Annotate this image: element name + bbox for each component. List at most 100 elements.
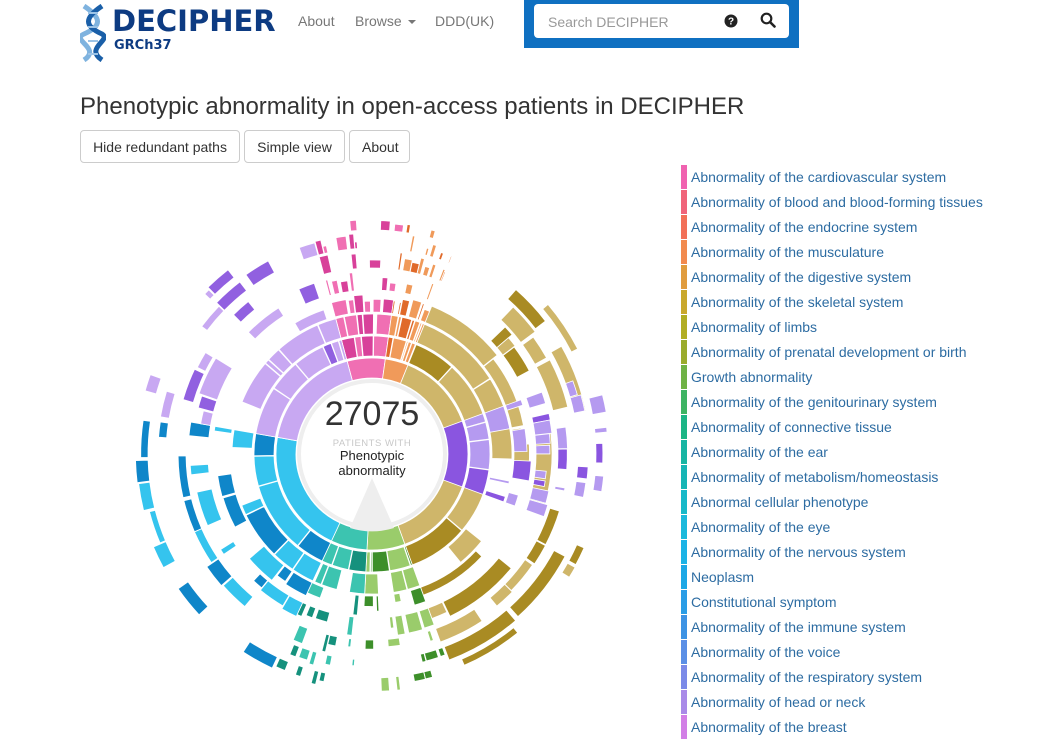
sunburst-segment[interactable] <box>198 357 233 401</box>
sunburst-segment[interactable] <box>241 497 265 516</box>
sunburst-segment[interactable] <box>500 306 536 344</box>
sunburst-segment[interactable] <box>404 342 416 364</box>
legend-link[interactable]: Abnormality of the ear <box>691 444 828 460</box>
sunburst-segment[interactable] <box>362 313 374 335</box>
sunburst-segment[interactable] <box>335 316 349 339</box>
legend-link[interactable]: Neoplasm <box>691 569 755 585</box>
sunburst-segment[interactable] <box>422 265 431 277</box>
sunburst-segment[interactable] <box>220 541 237 555</box>
sunburst-segment[interactable] <box>349 219 358 232</box>
sunburst-segment[interactable] <box>232 300 256 323</box>
sunburst-segment[interactable] <box>177 455 192 499</box>
sunburst-segment[interactable] <box>461 627 519 666</box>
sunburst-segment[interactable] <box>385 336 394 359</box>
sunburst-segment[interactable] <box>442 420 469 488</box>
legend-link[interactable]: Abnormal cellular phenotype <box>691 494 869 510</box>
sunburst-segment[interactable] <box>483 358 524 429</box>
sunburst-segment[interactable] <box>348 233 356 250</box>
sunburst-segment[interactable] <box>188 421 211 439</box>
legend-link[interactable]: Abnormality of the cardiovascular system <box>691 169 947 185</box>
sunburst-segment[interactable] <box>314 562 329 585</box>
sunburst-segment[interactable] <box>201 305 225 332</box>
sunburst-segment[interactable] <box>206 558 233 587</box>
sunburst-segment[interactable] <box>525 499 549 518</box>
sunburst-segment[interactable] <box>347 638 352 648</box>
sunburst-segment[interactable] <box>416 323 491 390</box>
nav-browse[interactable]: Browse <box>355 13 416 29</box>
legend-item[interactable]: Constitutional symptom <box>680 590 983 615</box>
sunburst-segment[interactable] <box>353 294 365 314</box>
sunburst-arcs[interactable] <box>135 219 608 692</box>
sunburst-segment[interactable] <box>388 282 397 293</box>
sunburst-segment[interactable] <box>363 300 371 313</box>
sunburst-segment[interactable] <box>245 260 275 287</box>
sunburst-segment[interactable] <box>346 357 386 382</box>
sunburst-segment[interactable] <box>356 313 365 336</box>
sunburst-segment[interactable] <box>391 300 396 315</box>
legend-item[interactable]: Abnormality of the musculature <box>680 240 983 265</box>
legend-item[interactable]: Abnormality of the breast <box>680 715 983 740</box>
sunburst-segment[interactable] <box>504 492 519 507</box>
sunburst-segment[interactable] <box>490 326 513 349</box>
sunburst-segment[interactable] <box>182 368 205 403</box>
sunburst-segment[interactable] <box>380 676 390 692</box>
sunburst-segment[interactable] <box>200 410 214 426</box>
sunburst-segment[interactable] <box>438 268 446 282</box>
sunburst-segment[interactable] <box>330 340 345 363</box>
sunburst-segment[interactable] <box>533 469 547 480</box>
sunburst-segment[interactable] <box>395 675 401 691</box>
legend-item[interactable]: Abnormal cellular phenotype <box>680 490 983 515</box>
sunburst-segment[interactable] <box>402 258 413 273</box>
sunburst-segment[interactable] <box>278 324 326 365</box>
sunburst-segment[interactable] <box>207 269 235 295</box>
search-input[interactable] <box>534 4 720 40</box>
sunburst-segment[interactable] <box>406 319 416 341</box>
sunburst-segment[interactable] <box>276 360 353 442</box>
legend-item[interactable]: Abnormality of the immune system <box>680 615 983 640</box>
sunburst-segment[interactable] <box>275 657 289 671</box>
sunburst-segment[interactable] <box>409 586 427 606</box>
sunburst-segment[interactable] <box>222 493 248 528</box>
nav-ddd-uk[interactable]: DDD(UK) <box>435 13 495 29</box>
sunburst-segment[interactable] <box>347 299 356 315</box>
sunburst-segment[interactable] <box>281 595 304 617</box>
sunburst-segment[interactable] <box>273 363 309 400</box>
sunburst-segment[interactable] <box>489 583 513 607</box>
sunburst-segment[interactable] <box>138 481 156 512</box>
sunburst-segment[interactable] <box>393 223 404 233</box>
sunburst-segment[interactable] <box>465 421 490 442</box>
sunburst-segment[interactable] <box>426 630 434 642</box>
legend-item[interactable]: Abnormality of the respiratory system <box>680 665 983 690</box>
sunburst-segment[interactable] <box>259 580 290 607</box>
sunburst-segment[interactable] <box>565 380 578 398</box>
sunburst-segment[interactable] <box>413 322 423 343</box>
sunburst-segment[interactable] <box>389 569 408 593</box>
sunburst-segment[interactable] <box>247 307 285 340</box>
legend-link[interactable]: Abnormality of the immune system <box>691 619 906 635</box>
sunburst-segment[interactable] <box>569 394 586 414</box>
sunburst-segment[interactable] <box>556 448 568 470</box>
sunburst-segment[interactable] <box>317 318 342 344</box>
sunburst-segment[interactable] <box>418 607 435 629</box>
legend-link[interactable]: Constitutional symptom <box>691 594 837 610</box>
legend-link[interactable]: Abnormality of the breast <box>691 719 847 735</box>
sunburst-segment[interactable] <box>241 363 281 410</box>
legend-link[interactable]: Abnormality of prenatal development or b… <box>691 344 967 360</box>
sunburst-segment[interactable] <box>245 506 289 555</box>
sunburst-segment[interactable] <box>322 245 329 255</box>
sunburst-segment[interactable] <box>404 611 424 634</box>
legend-link[interactable]: Abnormality of the musculature <box>691 244 884 260</box>
sunburst-segment[interactable] <box>213 425 233 434</box>
legend-item[interactable]: Abnormality of the digestive system <box>680 265 983 290</box>
sunburst-segment[interactable] <box>253 433 276 457</box>
sunburst-segment[interactable] <box>404 283 414 296</box>
sunburst-segment[interactable] <box>193 528 219 564</box>
sunburst-segment[interactable] <box>554 485 566 492</box>
sunburst-segment[interactable] <box>335 235 348 252</box>
sunburst-segment[interactable] <box>351 658 356 667</box>
sunburst-segment[interactable] <box>484 405 511 433</box>
sunburst-segment[interactable] <box>534 433 551 445</box>
sunburst-segment[interactable] <box>416 303 425 321</box>
sunburst-segment[interactable] <box>504 559 534 592</box>
sunburst-segment[interactable] <box>285 571 313 597</box>
